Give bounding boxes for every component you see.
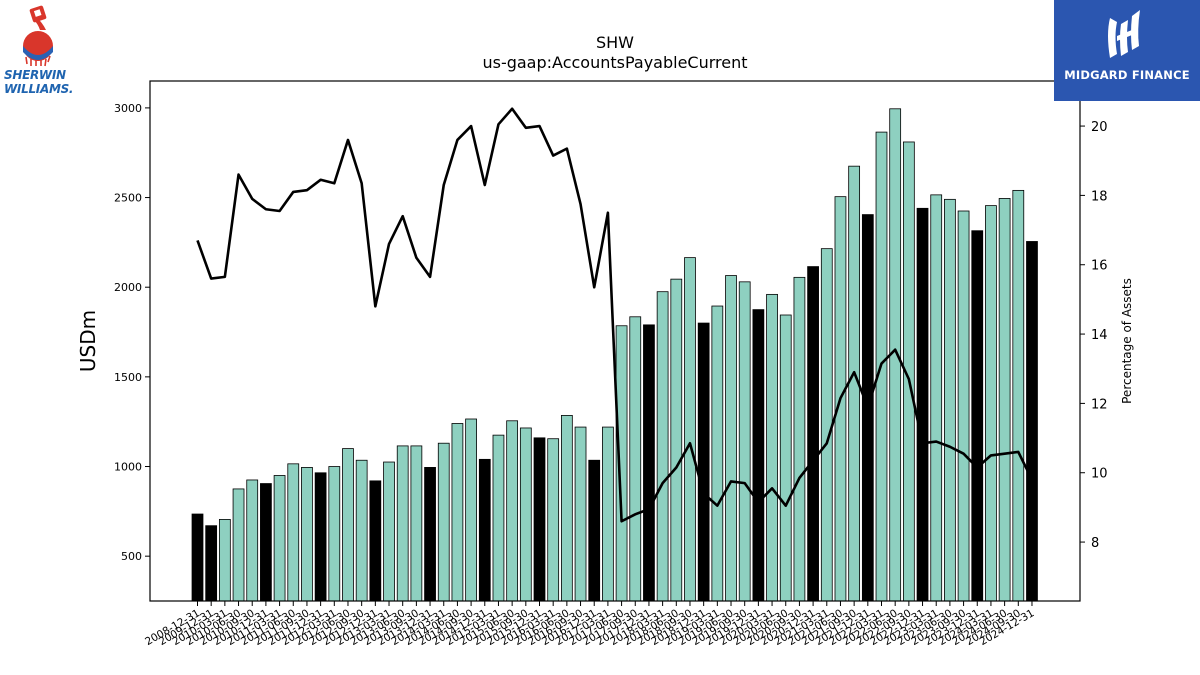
bar bbox=[971, 230, 984, 602]
bar bbox=[944, 198, 956, 602]
bar bbox=[519, 427, 532, 602]
bar bbox=[506, 420, 519, 602]
bar bbox=[437, 442, 450, 602]
bar bbox=[246, 479, 259, 602]
sherwin-williams-logo: SHERWIN WILLIAMS. bbox=[4, 4, 76, 100]
logo-line-2: WILLIAMS. bbox=[4, 82, 74, 96]
midgard-finance-text: MIDGARD FINANCE bbox=[1064, 68, 1190, 82]
bar bbox=[793, 276, 806, 602]
bar bbox=[232, 488, 245, 602]
cover-the-earth-icon bbox=[23, 5, 53, 67]
bar bbox=[396, 445, 409, 602]
bar bbox=[218, 519, 231, 602]
bar bbox=[957, 210, 970, 602]
bar bbox=[752, 309, 765, 602]
y2-tick-label: 20 bbox=[1091, 120, 1108, 135]
bar bbox=[465, 418, 477, 602]
plot-frame bbox=[149, 80, 1081, 602]
y2-tick-label: 10 bbox=[1091, 467, 1108, 482]
bar bbox=[916, 207, 929, 602]
y-axis-right: 8 10 12 14 16 18 20 bbox=[1080, 120, 1108, 551]
midgard-mark-icon bbox=[1108, 10, 1140, 58]
bar bbox=[301, 467, 313, 602]
bar bbox=[930, 194, 943, 602]
bar bbox=[697, 322, 710, 602]
bar bbox=[410, 445, 423, 602]
bar bbox=[369, 480, 382, 602]
bar bbox=[424, 467, 436, 602]
bar bbox=[260, 483, 272, 602]
bar bbox=[451, 423, 464, 602]
midgard-finance-logo: MIDGARD FINANCE bbox=[1054, 0, 1200, 101]
y-axis-left: 500 1000 1500 2000 2500 3000 bbox=[114, 102, 150, 563]
bar bbox=[314, 472, 327, 602]
x-axis: 2008-12-312009-12-312010-03-312010-06-30… bbox=[143, 601, 1036, 648]
y2-tick-label: 8 bbox=[1091, 536, 1099, 551]
y-tick-label: 3000 bbox=[114, 102, 142, 115]
y-axis-label: USDm bbox=[76, 310, 100, 372]
bar bbox=[711, 305, 724, 602]
chart-title: SHW bbox=[596, 33, 634, 52]
y-tick-label: 1000 bbox=[114, 461, 142, 474]
y-tick-label: 500 bbox=[121, 550, 142, 563]
bar bbox=[807, 266, 819, 602]
bar bbox=[383, 461, 395, 602]
bar bbox=[547, 438, 560, 602]
bar bbox=[478, 458, 491, 602]
bar bbox=[998, 198, 1011, 602]
logo-line-1: SHERWIN bbox=[4, 68, 66, 82]
y2-tick-label: 14 bbox=[1091, 328, 1108, 343]
bar bbox=[602, 426, 614, 602]
bar bbox=[533, 437, 546, 602]
bar bbox=[725, 275, 737, 602]
bar bbox=[779, 314, 792, 602]
bar bbox=[656, 291, 669, 602]
bar bbox=[985, 205, 997, 602]
bar bbox=[574, 426, 587, 602]
bar bbox=[738, 281, 751, 602]
y2-tick-label: 16 bbox=[1091, 259, 1108, 274]
y-tick-label: 1500 bbox=[114, 371, 142, 384]
y2-tick-label: 18 bbox=[1091, 189, 1108, 204]
y2-axis-label: Percentage of Assets bbox=[1120, 278, 1134, 404]
bar bbox=[820, 248, 833, 602]
bar bbox=[287, 463, 300, 602]
bar bbox=[1012, 189, 1025, 602]
bar bbox=[766, 293, 778, 602]
bar bbox=[492, 434, 505, 602]
bar bbox=[191, 513, 204, 602]
bar bbox=[670, 278, 683, 602]
y2-tick-label: 12 bbox=[1091, 397, 1108, 412]
bar bbox=[684, 257, 696, 602]
bar bbox=[1026, 241, 1038, 602]
bar bbox=[205, 525, 218, 602]
bar bbox=[328, 466, 341, 602]
y-tick-label: 2000 bbox=[114, 281, 142, 294]
bar bbox=[342, 448, 354, 602]
bar bbox=[643, 324, 655, 602]
bar bbox=[355, 459, 368, 602]
y-tick-label: 2500 bbox=[114, 192, 142, 205]
bar bbox=[629, 316, 642, 602]
percentage-of-assets-line bbox=[196, 107, 1034, 523]
chart-subtitle: us-gaap:AccountsPayableCurrent bbox=[482, 53, 747, 72]
bar bbox=[588, 459, 601, 602]
bar bbox=[560, 415, 573, 602]
bar bbox=[273, 475, 286, 602]
